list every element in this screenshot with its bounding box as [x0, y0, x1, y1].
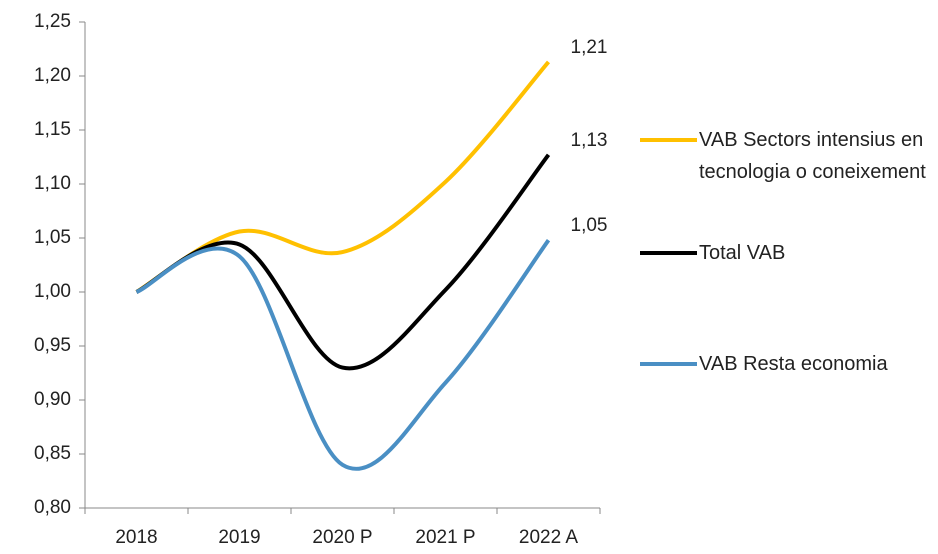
x-tick-label: 2020 P: [312, 527, 372, 548]
y-tick-label: 1,15: [34, 119, 71, 140]
y-tick-label: 1,20: [34, 65, 71, 86]
series-line: [135, 60, 551, 294]
data-label: 1,05: [571, 215, 608, 236]
legend-label: VAB Resta economia: [699, 353, 888, 375]
data-label: 1,13: [571, 130, 608, 151]
x-tick-label: 2022 A: [519, 527, 578, 548]
y-tick-label: 1,10: [34, 173, 71, 194]
series-line: [135, 238, 551, 471]
x-tick-label: 2019: [218, 527, 260, 548]
data-label: 1,21: [571, 37, 608, 58]
y-tick-label: 0,85: [34, 443, 71, 464]
legend-label: VAB Sectors intensius en tecnologia o co…: [699, 129, 926, 183]
y-tick-label: 0,80: [34, 497, 71, 518]
y-tick-label: 1,00: [34, 281, 71, 302]
series-line: [135, 153, 551, 371]
legend-label: Total VAB: [699, 242, 786, 264]
y-tick-label: 1,05: [34, 227, 71, 248]
y-tick-label: 0,95: [34, 335, 71, 356]
y-tick-label: 1,25: [34, 11, 71, 32]
y-tick-label: 0,90: [34, 389, 71, 410]
x-tick-label: 2021 P: [415, 527, 475, 548]
x-tick-label: 2018: [115, 527, 157, 548]
